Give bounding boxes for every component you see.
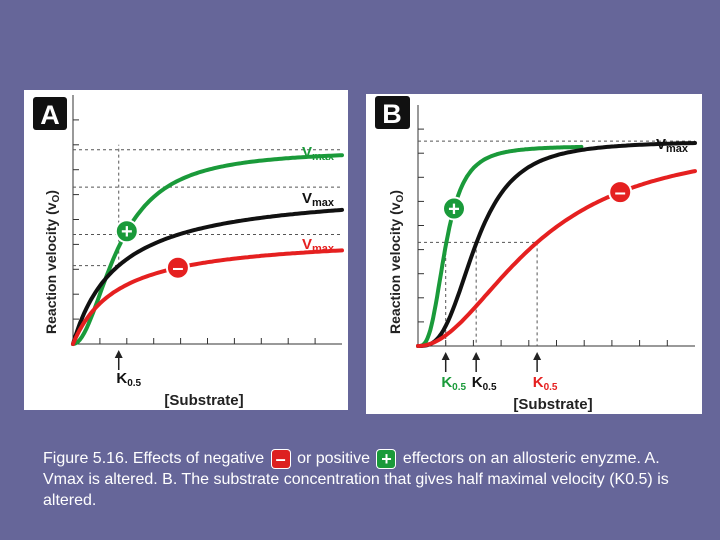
- vmax-label-sub: max: [312, 243, 335, 255]
- k-label: K0.5: [472, 374, 497, 393]
- k-label-sub: 0.5: [544, 382, 558, 393]
- positive-effector-marker: [442, 196, 467, 221]
- panel-a-background: [24, 90, 348, 410]
- positive-effector-marker: [114, 219, 139, 244]
- vmax-label-sub: max: [666, 143, 689, 155]
- panel-b-y-axis-title: Reaction velocity (vO): [387, 190, 406, 334]
- series-line-positive: [71, 153, 344, 346]
- vmax-label-sub: max: [312, 197, 335, 209]
- vmax-label: Vmax: [302, 190, 335, 209]
- k-label-main: K: [472, 374, 483, 391]
- panel-b-y-axis-title-main: Reaction velocity (v: [387, 202, 403, 334]
- k-label: K0.5: [116, 370, 141, 389]
- vmax-label: Vmax: [302, 144, 335, 163]
- vmax-label: Vmax: [302, 236, 335, 255]
- positive-effector-symbol: +: [448, 199, 460, 221]
- figure-caption: Figure 5.16. Effects of negative – or po…: [43, 448, 683, 511]
- caption-part-1: Figure 5.16. Effects of negative: [43, 450, 265, 467]
- k-arrow-icon: [441, 352, 450, 360]
- negative-effector-marker: [608, 180, 633, 205]
- panel-a-y-axis-title: Reaction velocity (vO): [43, 190, 62, 334]
- series-line-normal: [71, 207, 344, 346]
- k-label: K0.5: [533, 374, 558, 393]
- positive-effector-symbol: +: [121, 221, 133, 243]
- panel-b-x-axis-title: [Substrate]: [513, 396, 592, 413]
- vmax-label-sub: max: [312, 151, 335, 163]
- series-line-positive: [416, 144, 584, 348]
- panel-b-y-axis-title-sub: O: [395, 194, 406, 202]
- series-line-negative: [71, 248, 344, 346]
- caption-part-3: effectors on an allosteric enyzme. A. Vm…: [43, 450, 669, 509]
- negative-effector-symbol: –: [172, 258, 183, 280]
- panel-b-y-axis-title-end: ): [387, 190, 403, 195]
- positive-effector-icon: +: [377, 450, 396, 468]
- vmax-label: Vmax: [656, 136, 689, 155]
- caption-part-2: or positive: [297, 450, 370, 467]
- panel-a-y-axis-title-main: Reaction velocity (v: [43, 202, 59, 334]
- panel-a-y-axis-title-sub: O: [51, 194, 62, 202]
- k-arrow-icon: [533, 352, 542, 360]
- k-label-sub: 0.5: [127, 378, 141, 389]
- panel-a-y-axis-title-end: ): [43, 190, 59, 195]
- panel-b-label: B: [382, 99, 402, 129]
- vmax-label-main: V: [302, 144, 312, 161]
- vmax-label-main: V: [302, 190, 312, 207]
- k-label-main: K: [441, 374, 452, 391]
- k-arrow-icon: [472, 352, 481, 360]
- series-line-negative: [416, 169, 697, 348]
- k-arrow-icon: [114, 350, 123, 358]
- negative-effector-icon: –: [271, 450, 290, 468]
- negative-effector-symbol: –: [615, 182, 626, 204]
- vmax-label-main: V: [302, 236, 312, 253]
- panel-b-background: [366, 94, 702, 414]
- panel-b-badge: [375, 96, 410, 129]
- k-label-sub: 0.5: [452, 382, 466, 393]
- k-label-main: K: [533, 374, 544, 391]
- k-label-sub: 0.5: [483, 382, 497, 393]
- negative-effector-marker: [165, 255, 190, 280]
- k-label-main: K: [116, 370, 127, 387]
- panel-a-label: A: [40, 100, 60, 130]
- series-line-normal: [416, 141, 697, 348]
- panel-a-badge: [33, 97, 67, 130]
- k-label: K0.5: [441, 374, 466, 393]
- vmax-label-main: V: [656, 136, 666, 153]
- panel-a-x-axis-title: [Substrate]: [164, 392, 243, 409]
